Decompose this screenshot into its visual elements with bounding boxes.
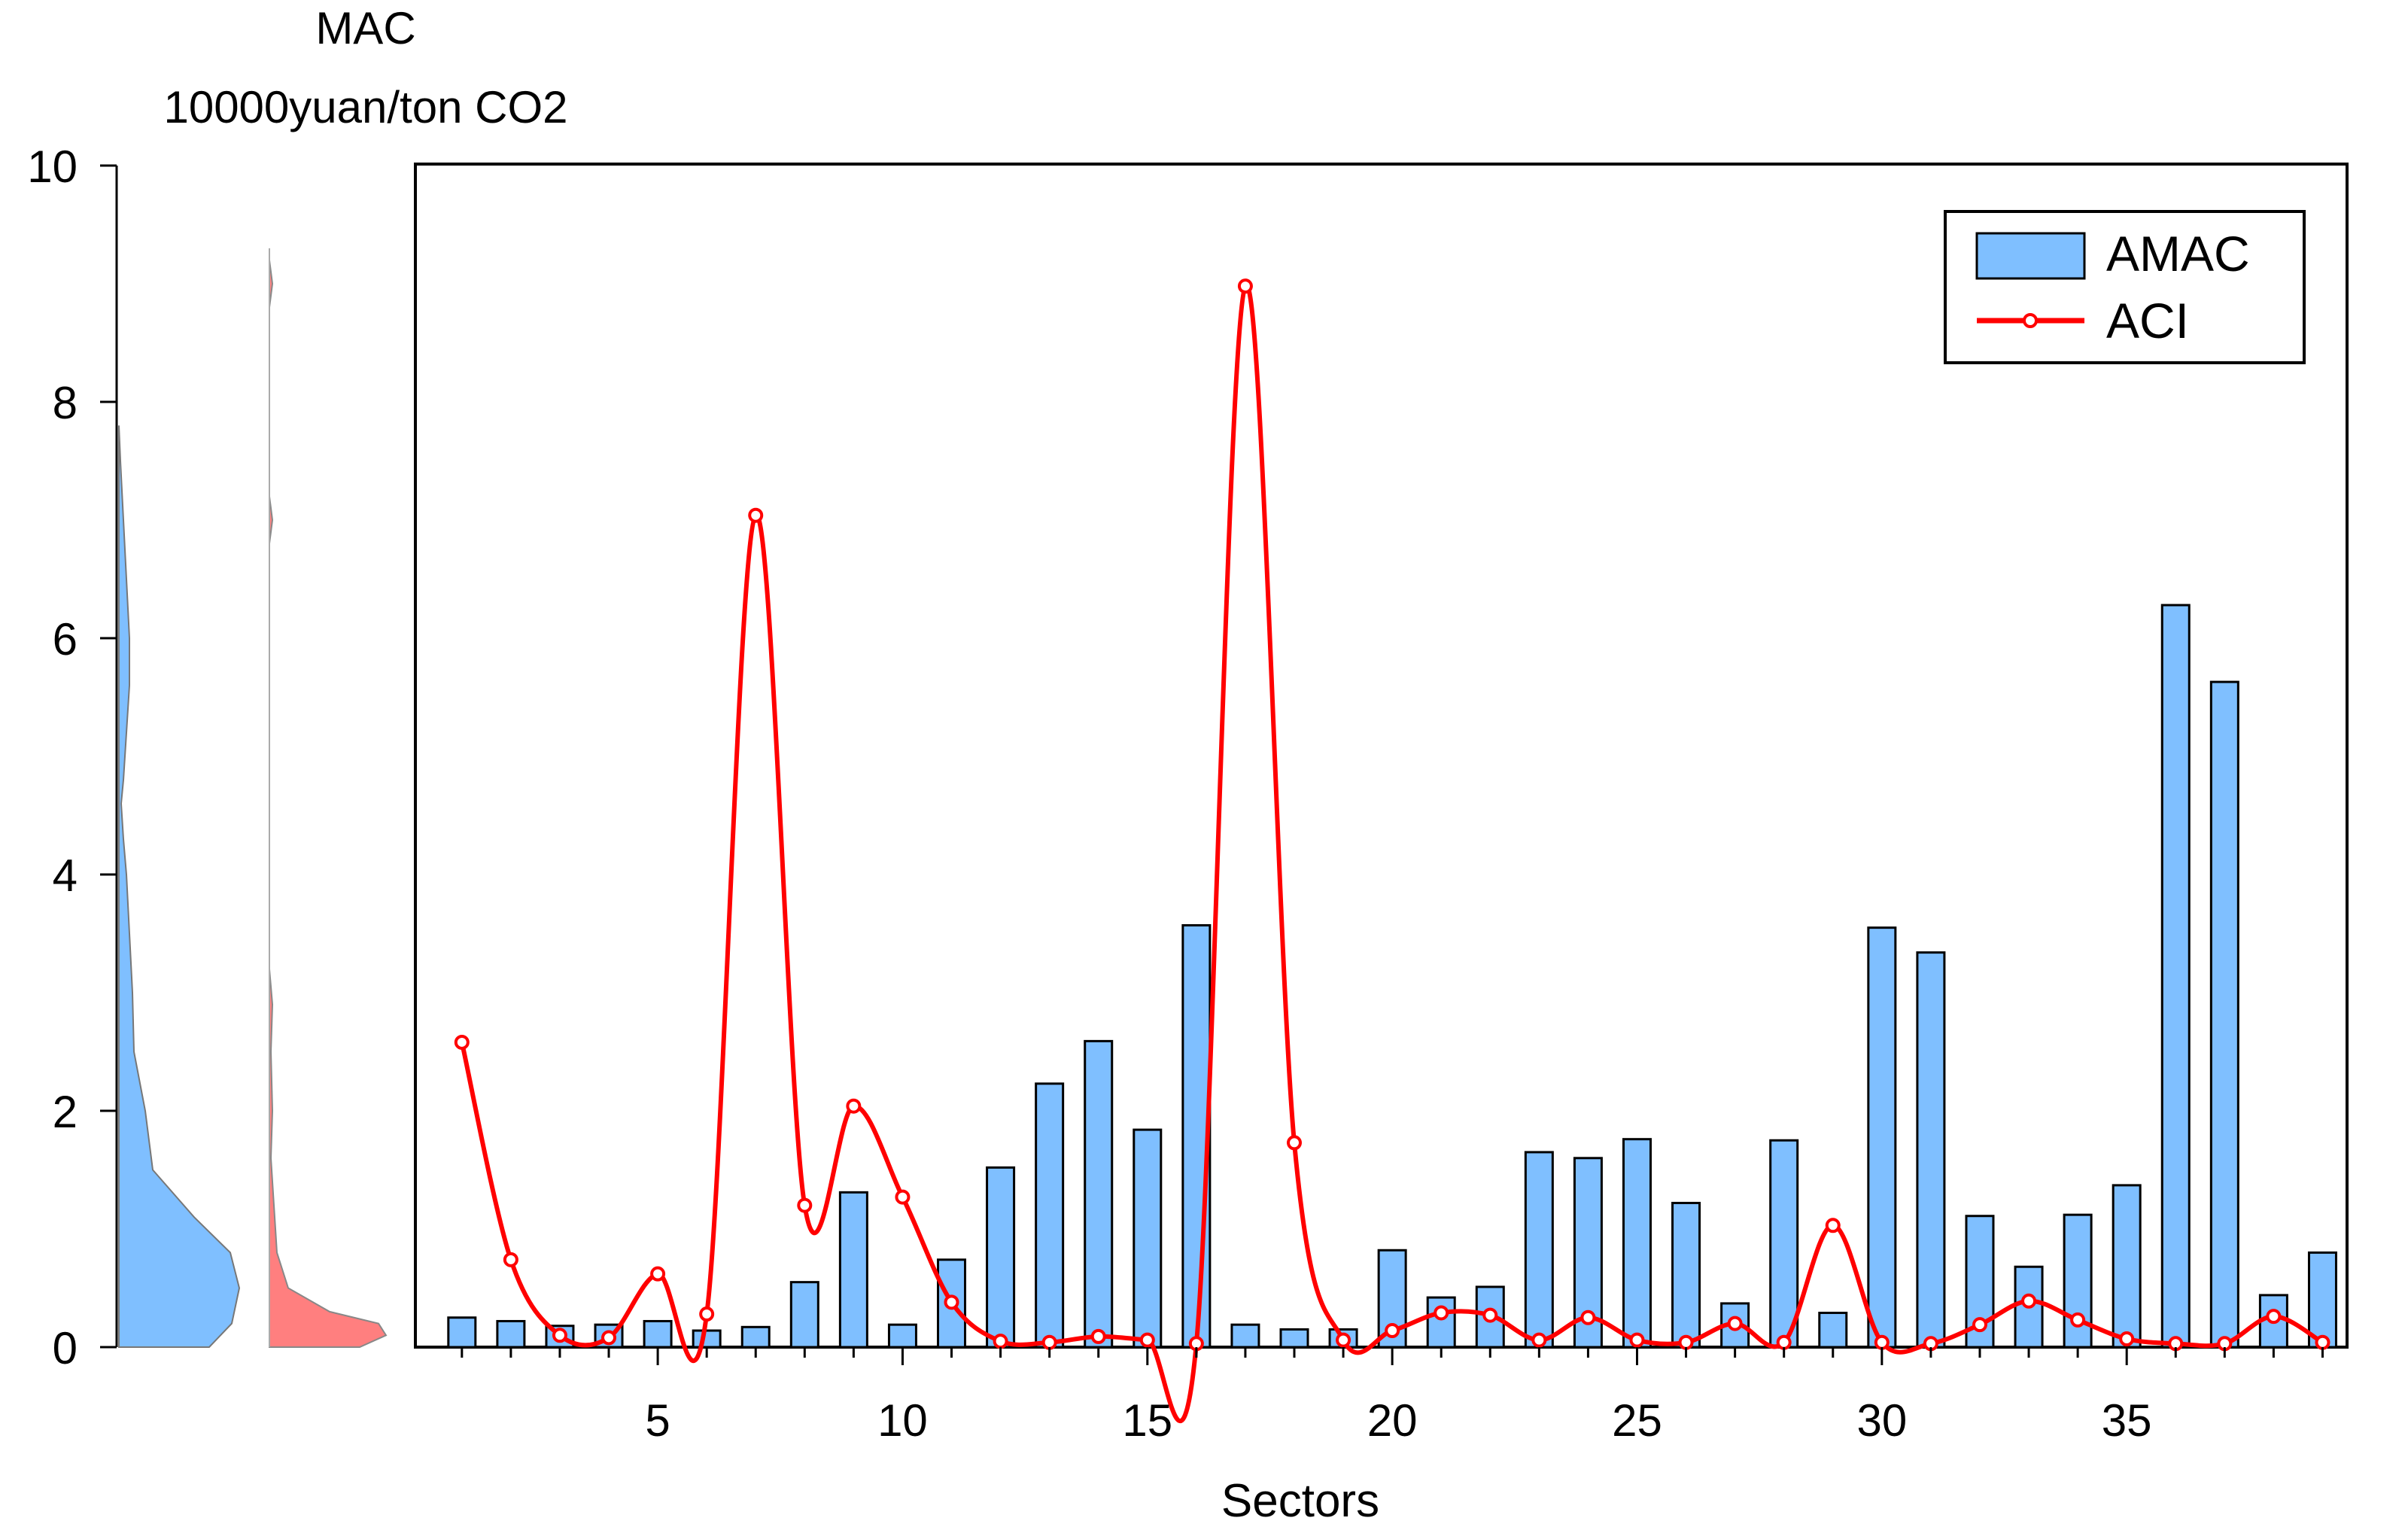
legend: AMAC ACI xyxy=(1944,210,2306,364)
aci-point xyxy=(2315,1334,2330,1350)
aci-point xyxy=(1874,1334,1890,1350)
aci-point xyxy=(2070,1312,2086,1328)
aci-point xyxy=(503,1252,518,1267)
aci-density-shape xyxy=(269,260,388,1348)
amac-bars xyxy=(447,604,2337,1349)
aci-point xyxy=(1434,1305,1449,1321)
x-tick-label: 30 xyxy=(1856,1395,1907,1446)
amac-bar xyxy=(447,1316,477,1349)
x-axis: 5 10 15 20 25 30 35 xyxy=(461,1347,2324,1446)
y-tick-label: 0 xyxy=(53,1323,78,1373)
aci-point xyxy=(454,1034,470,1050)
x-tick-label: 5 xyxy=(645,1395,670,1446)
y-tick-label: 8 xyxy=(53,378,78,428)
legend-amac-label: AMAC xyxy=(2106,226,2250,281)
y-tick-label: 4 xyxy=(53,850,78,901)
amac-bar xyxy=(2112,1184,2142,1349)
aci-point xyxy=(601,1330,617,1346)
amac-bar xyxy=(1622,1138,1652,1349)
aci-point xyxy=(797,1197,813,1213)
amac-bar xyxy=(2209,680,2239,1349)
amac-bar xyxy=(1671,1201,1701,1349)
y-axis-label-line-1: MAC xyxy=(315,3,415,53)
y-tick-label: 2 xyxy=(53,1087,78,1137)
aci-point xyxy=(1727,1316,1743,1331)
amac-bar xyxy=(496,1319,526,1349)
aci-point xyxy=(1825,1218,1841,1233)
aci-point xyxy=(1139,1332,1155,1348)
amac-bar xyxy=(1035,1082,1065,1349)
amac-bar xyxy=(1133,1128,1163,1349)
amac-bar xyxy=(1084,1039,1114,1349)
amac-density-shape xyxy=(118,425,241,1348)
aci-point xyxy=(1972,1317,1987,1333)
amac-bar xyxy=(838,1191,868,1349)
x-tick-label: 25 xyxy=(1612,1395,1662,1446)
y-axis-label-line-2: 10000yuan/ton CO2 xyxy=(163,82,567,132)
x-tick-label: 10 xyxy=(877,1395,928,1446)
aci-point xyxy=(1336,1332,1351,1348)
amac-bar xyxy=(643,1319,673,1349)
x-axis-label: Sectors xyxy=(1221,1475,1379,1527)
legend-aci-marker xyxy=(2023,313,2038,328)
x-tick-label: 20 xyxy=(1367,1395,1418,1446)
legend-amac-swatch xyxy=(1975,232,2086,280)
x-tick-label: 15 xyxy=(1122,1395,1172,1446)
aci-point xyxy=(1482,1307,1498,1323)
aci-point xyxy=(1776,1334,1792,1350)
aci-point xyxy=(1580,1309,1596,1325)
amac-bar xyxy=(2307,1251,2337,1349)
amac-bar xyxy=(887,1323,917,1349)
aci-point xyxy=(2119,1331,2135,1347)
amac-bar xyxy=(986,1166,1016,1349)
aci-point xyxy=(944,1294,959,1310)
y-tick-label: 10 xyxy=(27,141,78,192)
amac-bar xyxy=(1818,1311,1848,1349)
x-tick-label: 35 xyxy=(2102,1395,2152,1446)
amac-bar xyxy=(1867,926,1897,1349)
aci-point xyxy=(552,1328,567,1343)
amac-bar xyxy=(692,1329,722,1349)
amac-bar xyxy=(789,1281,819,1349)
aci-point xyxy=(1237,278,1253,294)
aci-point xyxy=(699,1306,715,1322)
aci-series xyxy=(454,278,2330,1423)
aci-point xyxy=(748,507,764,523)
aci-point xyxy=(2266,1309,2282,1325)
amac-bar xyxy=(1230,1323,1260,1349)
amac-bar xyxy=(2160,604,2191,1349)
amac-bar xyxy=(1279,1328,1309,1349)
legend-aci-label: ACI xyxy=(2106,293,2189,348)
amac-bar xyxy=(1426,1296,1456,1349)
aci-point xyxy=(650,1266,666,1282)
amac-bar xyxy=(1769,1139,1799,1349)
aci-point xyxy=(846,1098,862,1114)
amac-bar xyxy=(1965,1215,1995,1349)
aci-point xyxy=(1287,1135,1303,1151)
aci-point xyxy=(1090,1328,1106,1344)
aci-point xyxy=(1531,1332,1547,1348)
aci-point xyxy=(1678,1334,1694,1350)
aci-point xyxy=(2021,1293,2037,1309)
density-panels xyxy=(118,248,388,1348)
y-tick-label: 6 xyxy=(53,614,78,665)
aci-point xyxy=(1041,1334,1057,1350)
amac-bar xyxy=(1916,951,1946,1349)
y-axis: 0 2 4 6 8 10 xyxy=(27,141,118,1373)
aci-point xyxy=(993,1334,1008,1349)
aci-point xyxy=(895,1189,911,1205)
aci-point xyxy=(1629,1332,1645,1348)
amac-bar xyxy=(1524,1151,1554,1349)
amac-bar xyxy=(740,1325,771,1349)
aci-point xyxy=(1385,1323,1400,1339)
